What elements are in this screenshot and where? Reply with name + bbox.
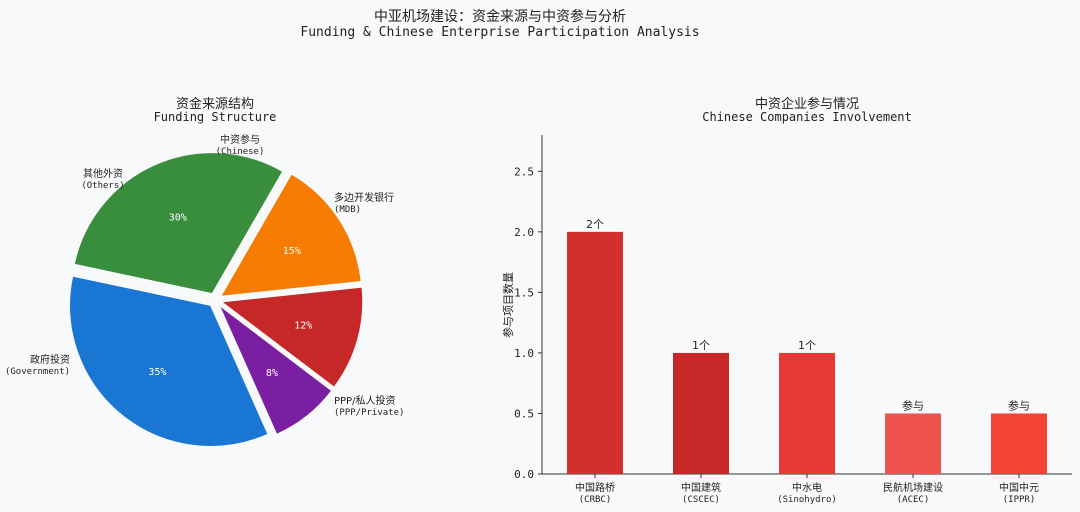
pie-slice xyxy=(218,305,333,435)
bar-value-label: 参与 xyxy=(1008,398,1030,412)
pie-percent-label: 12% xyxy=(294,321,312,332)
x-tick-label: 中国中元 xyxy=(999,481,1039,494)
bar-value-label: 1个 xyxy=(692,339,710,352)
pie-slice xyxy=(219,173,362,297)
y-tick-label: 1.5 xyxy=(514,286,534,299)
bar xyxy=(673,352,729,474)
pie-slice-label: PPP/私人投资 xyxy=(334,394,395,407)
y-tick-label: 2.0 xyxy=(514,226,534,239)
pie-slice-label: 中资参与 xyxy=(220,133,260,146)
x-tick-label: 民航机场建设 xyxy=(883,481,943,494)
pie-slice-label-en: (Government) xyxy=(5,367,70,377)
pie-percent-label: 30% xyxy=(169,212,187,223)
figure-title: 中亚机场建设：资金来源与中资参与分析 xyxy=(374,8,626,25)
x-tick-label-en: (CSCEC) xyxy=(682,495,720,505)
bar-chart-title: 中资企业参与情况 xyxy=(755,96,859,112)
bar-value-label: 参与 xyxy=(902,398,924,412)
pie-slice-label: 多边开发银行 xyxy=(334,191,394,204)
bar-value-label: 2个 xyxy=(586,218,604,231)
pie-slice-label-en: (PPP/Private) xyxy=(334,408,404,418)
x-tick-label-en: (CRBC) xyxy=(579,495,612,505)
bar-chart-subtitle: Chinese Companies Involvement xyxy=(702,110,912,124)
y-tick-label: 0.5 xyxy=(514,407,534,420)
y-tick-label: 0.0 xyxy=(514,468,534,481)
pie-slice xyxy=(73,152,284,295)
pie-slice xyxy=(69,275,269,447)
bar xyxy=(567,231,623,474)
pie-slice-label-en: (Chinese) xyxy=(216,147,265,157)
x-tick-label-en: (ACEC) xyxy=(897,495,930,505)
bar-value-label: 1个 xyxy=(798,339,816,352)
y-axis-label: 参与项目数量 xyxy=(501,272,515,338)
bar xyxy=(885,413,941,474)
x-tick-label-en: (Sinohydro) xyxy=(777,495,837,505)
y-tick-label: 1.0 xyxy=(514,347,534,360)
pie-slice-label-en: (Others) xyxy=(81,181,124,191)
x-tick-label: 中国建筑 xyxy=(681,481,721,494)
figure-subtitle: Funding & Chinese Enterprise Participati… xyxy=(300,25,699,40)
pie-slice-label-en: (MDB) xyxy=(334,205,361,215)
pie-title: 资金来源结构 xyxy=(176,96,254,112)
pie-slice xyxy=(220,286,364,388)
x-tick-label-en: (IPPR) xyxy=(1003,495,1036,505)
x-tick-label: 中水电 xyxy=(792,481,822,494)
y-tick-label: 2.5 xyxy=(514,165,534,178)
pie-slice-label: 政府投资 xyxy=(30,353,70,366)
pie-percent-label: 8% xyxy=(266,368,278,379)
x-tick-label: 中国路桥 xyxy=(575,481,615,494)
pie-percent-label: 15% xyxy=(283,246,301,257)
bar xyxy=(779,352,835,474)
pie-subtitle: Funding Structure xyxy=(154,110,277,124)
pie-chart: 35% 政府投资(Government) 30% PPP/私人投资(PPP/Priva… xyxy=(5,133,404,447)
pie-slice-label: 其他外资 xyxy=(83,167,123,180)
pie-percent-label: 35% xyxy=(148,367,166,378)
bar xyxy=(991,413,1047,474)
